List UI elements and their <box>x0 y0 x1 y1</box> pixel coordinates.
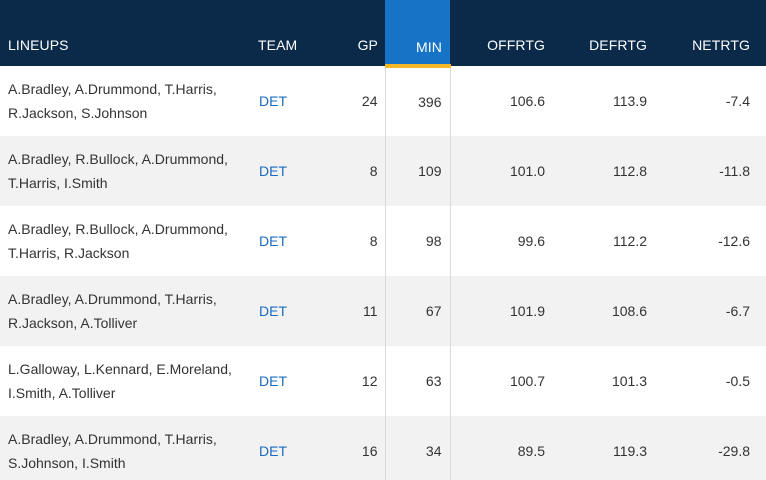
defrtg-cell: 113.9 <box>613 93 647 109</box>
lineup-cell: L.Galloway, L.Kennard, E.Moreland, I.Smit… <box>0 346 250 416</box>
netrtg-cell: -6.7 <box>725 303 750 319</box>
min-cell: 98 <box>384 206 451 276</box>
offrtg-cell: 100.7 <box>509 373 545 389</box>
min-cell: 109 <box>384 136 451 206</box>
gp-cell: 12 <box>361 373 378 389</box>
column-header-gp[interactable]: GP <box>357 37 378 53</box>
team-link[interactable]: DET <box>259 163 287 179</box>
offrtg-cell: 101.0 <box>509 163 545 179</box>
table-row: A.Bradley, A.Drummond, T.Harris, R.Jackso… <box>0 66 766 136</box>
lineup-players-line1: A.Bradley, A.Drummond, T.Harris, <box>8 431 217 447</box>
column-header-defrtg[interactable]: DEFRTG <box>589 37 647 53</box>
column-header-min-sorted[interactable]: MIN <box>385 0 450 68</box>
offrtg-cell: 99.6 <box>517 233 545 249</box>
table-header-row: LINEUPS TEAM GP MIN OFFRTG DEFRTG NETRTG <box>0 0 766 68</box>
lineup-players-line2: R.Jackson, S.Johnson <box>8 105 148 121</box>
gp-cell: 24 <box>361 93 378 109</box>
team-link[interactable]: DET <box>259 303 287 319</box>
gp-cell: 8 <box>369 233 378 249</box>
min-cell: 396 <box>384 66 451 136</box>
lineup-cell: A.Bradley, R.Bullock, A.Drummond, T.Harri… <box>0 136 250 206</box>
gp-cell: 11 <box>362 303 378 319</box>
netrtg-cell: -0.5 <box>725 373 750 389</box>
offrtg-cell: 89.5 <box>517 443 545 459</box>
column-header-team[interactable]: TEAM <box>258 37 298 53</box>
lineup-cell: A.Bradley, A.Drummond, T.Harris, R.Jackso… <box>0 276 250 346</box>
table-row: A.Bradley, R.Bullock, A.Drummond, T.Harri… <box>0 136 766 206</box>
netrtg-cell: -29.8 <box>718 443 750 459</box>
lineup-players-line2: S.Johnson, I.Smith <box>8 455 126 471</box>
lineup-players-line1: A.Bradley, A.Drummond, T.Harris, <box>8 291 217 307</box>
column-header-netrtg[interactable]: NETRTG <box>692 37 750 53</box>
lineup-players-line1: A.Bradley, R.Bullock, A.Drummond, <box>8 151 228 167</box>
netrtg-cell: -12.6 <box>718 233 750 249</box>
min-cell: 67 <box>384 276 451 346</box>
lineup-players-line2: T.Harris, R.Jackson <box>8 245 130 261</box>
table-row: A.Bradley, A.Drummond, T.Harris, R.Jackso… <box>0 276 766 346</box>
lineup-players-line2: T.Harris, I.Smith <box>8 175 108 191</box>
defrtg-cell: 101.3 <box>611 373 647 389</box>
team-link[interactable]: DET <box>259 93 287 109</box>
team-link[interactable]: DET <box>259 443 287 459</box>
team-link[interactable]: DET <box>259 233 287 249</box>
lineup-cell: A.Bradley, A.Drummond, T.Harris, S.Johnso… <box>0 416 250 480</box>
lineup-players-line1: A.Bradley, R.Bullock, A.Drummond, <box>8 221 228 237</box>
defrtg-cell: 112.8 <box>613 163 647 179</box>
column-header-offrtg[interactable]: OFFRTG <box>487 37 545 53</box>
defrtg-cell: 108.6 <box>611 303 647 319</box>
gp-cell: 8 <box>369 163 378 179</box>
lineup-players-line2: R.Jackson, A.Tolliver <box>8 315 138 331</box>
defrtg-cell: 112.2 <box>613 233 647 249</box>
lineup-cell: A.Bradley, A.Drummond, T.Harris, R.Jackso… <box>0 66 250 136</box>
netrtg-cell: -11.8 <box>719 163 750 179</box>
lineup-cell: A.Bradley, R.Bullock, A.Drummond, T.Harri… <box>0 206 250 276</box>
team-link[interactable]: DET <box>259 373 287 389</box>
table-row: L.Galloway, L.Kennard, E.Moreland, I.Smit… <box>0 346 766 416</box>
lineup-players-line1: L.Galloway, L.Kennard, E.Moreland, <box>8 361 232 377</box>
lineup-players-line2: I.Smith, A.Tolliver <box>8 385 116 401</box>
defrtg-cell: 119.3 <box>613 443 647 459</box>
gp-cell: 16 <box>361 443 378 459</box>
netrtg-cell: -7.4 <box>725 93 750 109</box>
table-row: A.Bradley, A.Drummond, T.Harris, S.Johnso… <box>0 416 766 480</box>
table-row: A.Bradley, R.Bullock, A.Drummond, T.Harri… <box>0 206 766 276</box>
min-cell: 34 <box>384 416 451 480</box>
min-cell: 63 <box>384 346 451 416</box>
column-header-lineups[interactable]: LINEUPS <box>8 37 69 53</box>
offrtg-cell: 101.9 <box>509 303 545 319</box>
lineup-players-line1: A.Bradley, A.Drummond, T.Harris, <box>8 81 217 97</box>
offrtg-cell: 106.6 <box>509 93 545 109</box>
